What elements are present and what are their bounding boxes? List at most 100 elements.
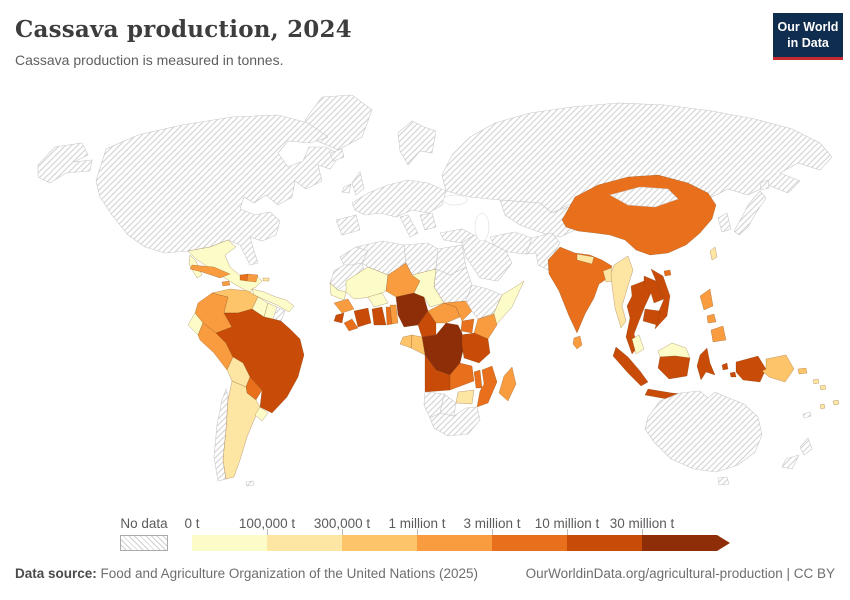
country-malawi[interactable] [473, 369, 483, 389]
country-tasmania[interactable] [717, 476, 730, 486]
country-liberia[interactable] [343, 318, 359, 332]
country-kenya[interactable] [473, 313, 498, 340]
country-gabon[interactable] [399, 334, 413, 349]
country-nz-south[interactable] [781, 454, 800, 470]
country-philippines-visayas[interactable] [706, 313, 717, 324]
country-europe-mainland[interactable] [351, 179, 447, 218]
country-mozambique[interactable] [476, 365, 498, 408]
country-guinea[interactable] [333, 298, 355, 314]
legend-bin-5[interactable] [567, 535, 642, 551]
country-uk[interactable] [351, 171, 365, 196]
country-greenland[interactable] [304, 94, 373, 151]
country-philippines-luzon[interactable] [699, 288, 714, 311]
country-sri-lanka[interactable] [572, 335, 583, 350]
country-senegal[interactable] [329, 282, 347, 301]
country-hainan[interactable] [663, 269, 672, 277]
country-maluku-1[interactable] [721, 362, 729, 371]
country-sumatra[interactable] [612, 346, 649, 387]
country-burkina-faso[interactable] [367, 292, 389, 308]
legend-bin-3[interactable] [417, 535, 492, 551]
country-uruguay[interactable] [254, 406, 269, 422]
country-japan[interactable] [733, 190, 767, 236]
country-nepal[interactable] [576, 253, 595, 265]
country-iberia[interactable] [335, 214, 361, 236]
world-map [0, 85, 850, 515]
legend-tick-mark [567, 529, 568, 535]
country-new-caledonia[interactable] [802, 411, 812, 419]
country-canada-usa[interactable] [95, 114, 341, 266]
country-solomon-2[interactable] [819, 384, 827, 391]
country-myanmar[interactable] [610, 255, 634, 329]
country-madagascar[interactable] [498, 366, 517, 402]
country-benin[interactable] [389, 304, 399, 325]
country-papua-new-guinea[interactable] [761, 354, 795, 383]
legend-color-bar: 0 t 100,000 t 300,000 t 1 million t 3 millio… [184, 516, 737, 554]
legend-bin-2[interactable] [342, 535, 417, 551]
country-chad[interactable] [411, 268, 445, 308]
country-cameroon[interactable] [417, 310, 437, 338]
country-india[interactable] [547, 246, 613, 334]
choropleth-svg [37, 94, 840, 487]
country-solomon-1[interactable] [812, 378, 820, 385]
legend-bin-0[interactable] [192, 535, 267, 551]
legend-tick-label: 3 million t [463, 516, 521, 531]
country-malaysia-borneo[interactable] [657, 342, 691, 359]
legend-bin-6[interactable] [642, 535, 717, 551]
country-hokkaido[interactable] [759, 179, 770, 191]
footer-source-text: Food and Agriculture Organization of the… [96, 566, 479, 581]
country-mongolia[interactable] [609, 186, 679, 208]
country-falklands[interactable] [245, 480, 255, 487]
legend-tick-label: 10 million t [534, 516, 600, 531]
country-ireland[interactable] [341, 183, 352, 194]
country-balkans[interactable] [419, 212, 437, 231]
country-zimbabwe[interactable] [455, 389, 475, 405]
country-australia[interactable] [644, 390, 763, 473]
country-tanzania[interactable] [461, 332, 491, 364]
legend-tick-label: 0 t [184, 516, 200, 531]
country-new-britain[interactable] [797, 367, 808, 375]
country-vanuatu[interactable] [819, 403, 826, 410]
country-scandinavia[interactable] [397, 120, 437, 166]
footer-source: Data source: Food and Agriculture Organi… [15, 566, 478, 581]
country-somalia[interactable] [491, 280, 525, 326]
country-philippines-mindanao[interactable] [710, 325, 727, 343]
country-dominican-republic[interactable] [246, 273, 259, 283]
legend-tick-mark [417, 529, 418, 535]
country-uganda[interactable] [460, 318, 475, 334]
legend-tick-mark [342, 529, 343, 535]
country-west-papua[interactable] [735, 355, 767, 383]
country-maluku-2[interactable] [729, 371, 737, 378]
country-iceland[interactable] [329, 148, 345, 162]
country-taiwan[interactable] [709, 246, 718, 261]
legend-no-data-swatch[interactable] [120, 535, 168, 551]
country-cuba[interactable] [189, 264, 231, 279]
country-vietnam[interactable] [650, 268, 671, 330]
footer-link[interactable]: OurWorldinData.org/agricultural-producti… [525, 566, 835, 581]
country-ghana[interactable] [371, 306, 387, 326]
country-sierra-leone[interactable] [333, 312, 345, 324]
country-cote-divoire[interactable] [353, 307, 372, 328]
country-malaysia-peninsula[interactable] [631, 334, 645, 355]
country-italy[interactable] [399, 214, 419, 238]
owid-logo[interactable]: Our World in Data [773, 13, 843, 60]
country-sulawesi[interactable] [696, 347, 716, 381]
country-haiti[interactable] [239, 273, 249, 282]
country-central-america[interactable] [251, 288, 295, 313]
country-jamaica[interactable] [221, 280, 231, 287]
country-puerto-rico[interactable] [262, 277, 270, 282]
country-south-sudan[interactable] [443, 300, 473, 322]
country-south-africa[interactable] [429, 406, 481, 437]
legend-no-data-label: No data [120, 516, 168, 531]
country-china[interactable] [561, 174, 717, 256]
country-zambia[interactable] [449, 362, 475, 391]
country-korea[interactable] [717, 212, 732, 233]
country-argentina[interactable] [222, 380, 261, 480]
country-afghanistan-pakistan[interactable] [525, 232, 561, 271]
country-nz-north[interactable] [799, 437, 813, 456]
country-fiji[interactable] [832, 399, 840, 406]
country-cambodia[interactable] [642, 308, 661, 326]
legend-bin-1[interactable] [267, 535, 342, 551]
legend-bin-4[interactable] [492, 535, 567, 551]
country-alaska[interactable] [37, 142, 93, 184]
country-kalimantan[interactable] [657, 355, 691, 380]
